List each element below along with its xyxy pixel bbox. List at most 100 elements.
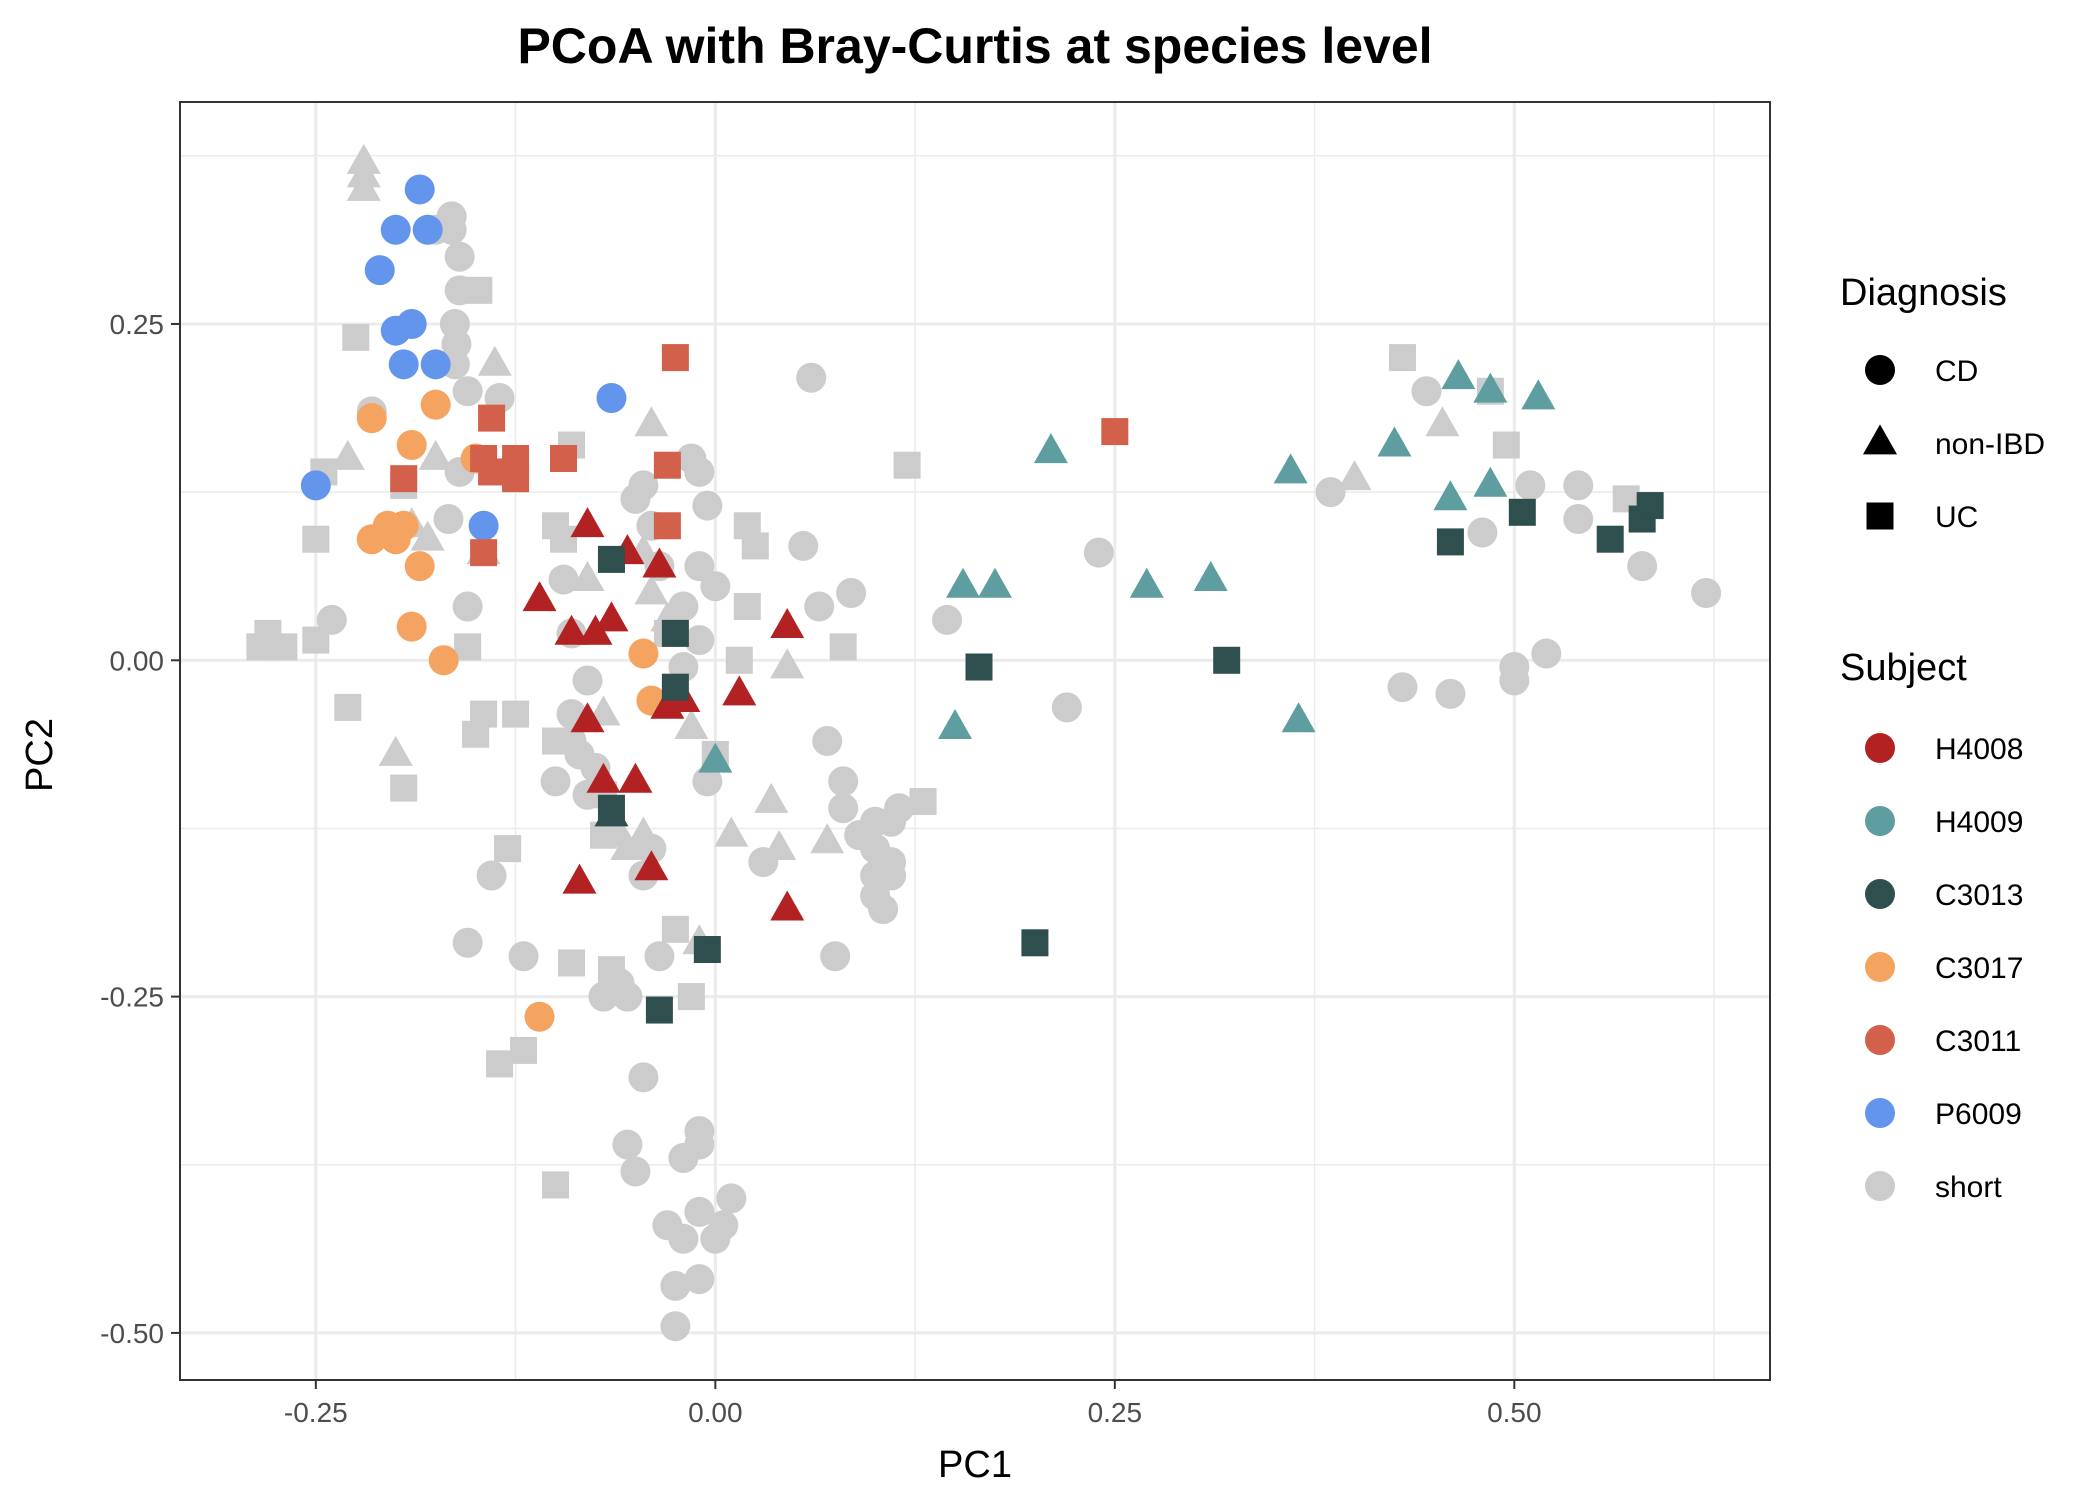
data-point [660,1270,691,1301]
data-point [698,742,733,773]
data-point [1521,379,1556,410]
data-point [1377,426,1412,457]
data-point [1691,578,1722,609]
data-point [454,633,482,661]
grid-lines [180,102,1770,1380]
data-point [1515,470,1546,501]
data-point [725,646,753,674]
data-point [1033,433,1068,464]
data-point [270,633,298,661]
legend-label: P6009 [1935,1098,2022,1131]
data-point [594,796,629,827]
data-point [1508,498,1536,526]
data-point [674,708,709,739]
data-point [364,255,395,286]
data-point [828,766,859,797]
data-point [612,981,643,1012]
legend-key-color [1865,1171,1895,1201]
data-point [550,444,578,472]
x-tick-label: 0.00 [688,1397,743,1428]
legend-key-color [1865,806,1895,836]
data-point [470,539,498,567]
data-point [634,850,669,881]
data-point [542,1171,570,1199]
data-point [820,941,851,972]
legend-label: C3017 [1935,952,2023,985]
data-point [1101,418,1129,446]
data-point [396,611,427,642]
data-point [570,560,605,591]
data-point [1083,537,1114,568]
series-h4008 [522,507,805,921]
data-point [477,345,512,376]
legend-key-color [1865,733,1895,763]
data-point [378,735,413,766]
data-point [508,941,539,972]
data-point [684,1264,715,1295]
data-point [1473,372,1508,403]
data-point [388,349,419,380]
data-point [620,483,651,514]
data-point [932,604,963,635]
data-point [550,525,578,553]
data-point [965,653,993,681]
data-point [502,700,530,728]
series-short [246,143,1722,1342]
data-point [1596,525,1624,553]
data-point [642,547,677,578]
legend-label: CD [1935,355,1978,388]
legend-label: H4009 [1935,806,2023,839]
data-point [390,774,418,802]
data-point [708,1210,739,1241]
data-point [684,1116,715,1147]
data-point [628,638,659,669]
data-point [762,830,797,861]
data-point [380,214,411,245]
data-point [356,403,387,434]
data-point [570,507,605,538]
data-point [562,863,597,894]
data-point [644,941,675,972]
data-point [788,530,819,561]
data-point [596,382,627,413]
data-point [572,665,603,696]
data-point [1499,665,1530,696]
data-point [1021,929,1049,957]
legend-key-color [1865,1025,1895,1055]
data-point [829,633,857,661]
data-point [1433,480,1468,511]
data-point [876,860,907,891]
data-point [684,551,715,582]
plot-panel-background [180,102,1770,1380]
data-point [452,927,483,958]
data-point [1425,406,1460,437]
data-point [540,766,571,797]
data-point [684,456,715,487]
data-point [693,936,721,964]
data-point [522,581,557,612]
data-point [597,545,625,573]
y-tick-label: 0.00 [110,645,165,676]
data-point [909,788,937,816]
data-point [770,648,805,679]
data-point [653,451,681,479]
data-point [412,214,443,245]
data-point [404,551,435,582]
data-point [428,645,459,676]
data-point [390,465,418,493]
subject-legend: Subject H4008 H4009 C3013 C3017 C3011 P6009 sh… [1840,647,2023,1204]
data-point [884,793,915,824]
legend-key-color [1865,879,1895,909]
data-point [300,470,331,501]
data-point [404,174,435,205]
data-point [554,614,589,645]
data-point [452,591,483,622]
legend-label: short [1935,1171,2002,1204]
data-point [645,996,673,1024]
data-point [1563,470,1594,501]
data-point [836,578,867,609]
data-point [1213,646,1241,674]
data-point [650,688,685,719]
data-point [494,835,522,863]
data-point [586,762,621,793]
